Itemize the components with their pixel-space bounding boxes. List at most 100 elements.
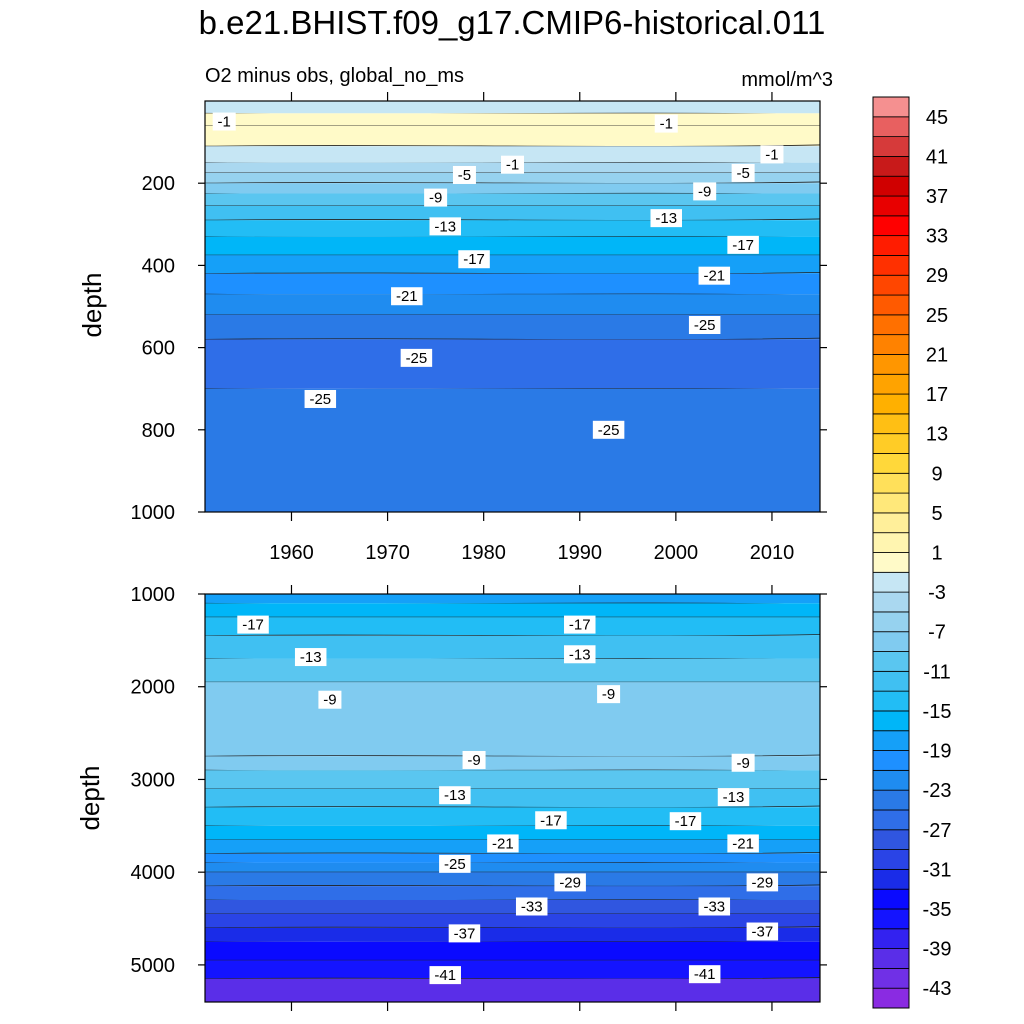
upper-band: [205, 339, 820, 389]
lower-band: [205, 635, 820, 659]
contour-label-box: [698, 266, 731, 285]
upper-contour-line: [204, 337, 821, 340]
colorbar-tick-label: 37: [926, 186, 948, 208]
lower-band: [205, 941, 820, 961]
upper-contour-label: -13: [650, 209, 682, 228]
contour-label-text: -25: [598, 422, 620, 439]
lower-band: [205, 658, 820, 683]
upper-contour-label: -25: [592, 420, 625, 439]
upper-contour-label: -21: [698, 266, 731, 285]
colorbar-segment: [872, 136, 910, 157]
colorbar-tick-label: -35: [923, 899, 952, 921]
upper-contour-line: [204, 271, 821, 275]
lower-contour-line: [204, 884, 821, 887]
colorbar-tick-label: 25: [926, 305, 948, 327]
colorbar-tick-label: 13: [926, 424, 948, 446]
colorbar-tick-label: -31: [923, 859, 952, 881]
lower-ytick-label: 4000: [131, 862, 176, 884]
colorbar-segment: [872, 195, 910, 217]
contour-label-box: [515, 897, 548, 916]
contour-label-text: -13: [655, 210, 677, 227]
xtick-label: 1970: [365, 542, 410, 564]
contour-label-text: -21: [396, 288, 418, 305]
upper-band: [205, 101, 820, 114]
lower-contour-label: -41: [688, 965, 721, 984]
contour-label-box: [727, 235, 759, 254]
lower-band: [205, 872, 820, 887]
upper-contour-label: -5: [731, 163, 755, 182]
xtick-label: 1990: [558, 542, 603, 564]
colorbar-segment: [872, 294, 910, 316]
upper-ytick-label: 600: [142, 338, 175, 360]
colorbar-tick-label: -43: [923, 978, 952, 1000]
colorbar-segment: [872, 987, 910, 1009]
lower-contour-label: -13: [294, 648, 327, 667]
lower-band: [205, 978, 820, 1002]
upper-ytick-label: 800: [142, 420, 175, 442]
lower-band: [205, 886, 820, 900]
contour-label-text: -13: [300, 649, 322, 666]
lower-ytick-label: 1000: [131, 584, 176, 606]
contour-label-text: -9: [429, 190, 442, 207]
colorbar-tick-label: -3: [928, 582, 946, 604]
lower-contour-label: -13: [717, 788, 750, 807]
upper-contour-label: -1: [501, 155, 524, 174]
colorbar-tick-label: 21: [926, 344, 948, 366]
colorbar-segment: [872, 433, 910, 454]
colorbar-segment: [872, 611, 910, 633]
colorbar-tick-label: 29: [926, 265, 948, 287]
colorbar-segment: [872, 156, 910, 177]
colorbar-tick-label: 45: [926, 107, 948, 129]
lower-contour-label: -37: [746, 922, 779, 941]
contour-label-text: -17: [569, 617, 591, 634]
panels-group: -1 -1 -1 -1 -5 -5 -9 -9 -13 -13 -17 -17 -21 -21 -25 -25…: [131, 92, 827, 1011]
contour-label-text: -21: [703, 268, 725, 285]
upper-contour-label: -1: [212, 112, 236, 131]
upper-contour-line: [204, 144, 821, 147]
upper-frame: [204, 100, 821, 513]
colorbar-segment: [872, 314, 910, 336]
contour-label-box: [212, 112, 236, 131]
upper-ylabel: depth: [77, 272, 107, 337]
colorbar-segment: [872, 750, 910, 771]
lower-contour-label: -17: [564, 615, 596, 634]
colorbar-segment: [872, 334, 910, 355]
colorbar-segment: [872, 512, 910, 534]
colorbar-segment: [872, 690, 910, 712]
lower-contour-label: -17: [237, 615, 269, 634]
upper-band: [205, 113, 820, 126]
contour-label-text: -5: [736, 165, 749, 182]
lower-band: [205, 682, 820, 757]
contour-label-text: -1: [765, 146, 778, 163]
colorbar-segment: [872, 868, 910, 890]
colorbar-segment: [872, 274, 910, 296]
contour-label-text: -41: [434, 967, 456, 984]
contour-label-box: [501, 155, 524, 174]
upper-band: [205, 236, 820, 256]
lower-contour-label: -33: [515, 897, 548, 916]
colorbar-segment: [872, 472, 910, 494]
lower-band: [205, 825, 820, 840]
lower-ytick-label: 3000: [131, 769, 176, 791]
colorbar-segment: [872, 651, 910, 672]
colorbar-segment: [872, 591, 910, 613]
contour-label-text: -13: [444, 787, 466, 804]
contour-label-text: -25: [406, 350, 428, 367]
lower-contour-label: -41: [429, 966, 461, 985]
upper-contour-line: [204, 181, 821, 184]
colorbar-tick-label: 9: [931, 463, 942, 485]
contour-label-box: [304, 389, 337, 408]
contour-label-box: [439, 786, 471, 805]
contour-label-text: -33: [703, 898, 725, 915]
contour-label-box: [727, 834, 759, 853]
upper-band: [205, 388, 820, 512]
contour-label-text: -21: [732, 835, 754, 852]
colorbar-segment: [872, 175, 910, 197]
lower-band: [205, 853, 820, 863]
contour-label-box: [698, 897, 731, 916]
colorbar-segment: [872, 235, 910, 256]
lower-contour-label: -33: [698, 897, 731, 916]
contour-label-text: -5: [458, 167, 471, 184]
colorbar-segment: [872, 967, 910, 989]
colorbar-segment: [872, 769, 910, 791]
